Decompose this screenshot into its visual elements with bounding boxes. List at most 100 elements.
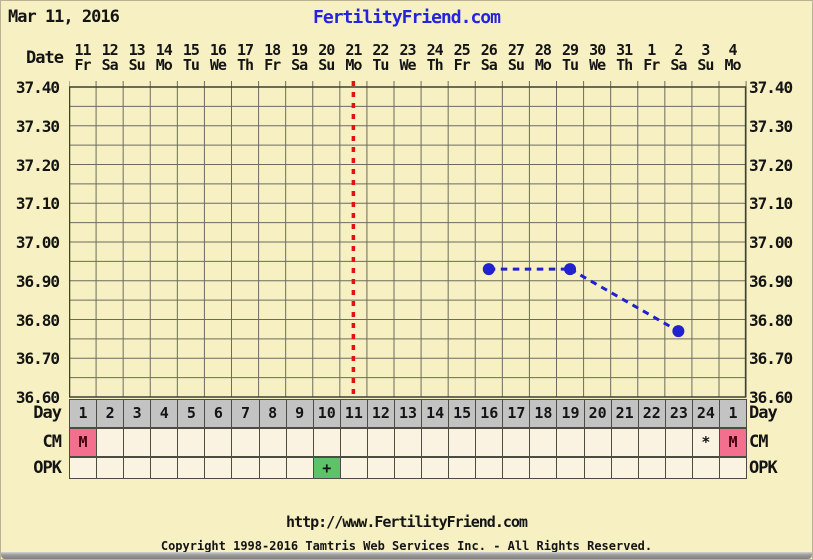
temp-point bbox=[482, 263, 495, 276]
temp-point bbox=[672, 325, 685, 338]
cm-cell bbox=[123, 428, 152, 457]
weekday-header-cell: Th bbox=[426, 56, 444, 74]
opk-cell bbox=[691, 457, 720, 479]
date-header-cell: 26 bbox=[480, 41, 498, 59]
opk-cell bbox=[69, 457, 98, 479]
date-header-cell: 14 bbox=[155, 41, 173, 59]
weekday-header-cell: Sa bbox=[670, 56, 687, 74]
day-number-cell: 14 bbox=[421, 399, 450, 428]
day-number-cell: 4 bbox=[150, 399, 179, 428]
opk-cell: + bbox=[312, 457, 341, 479]
opk-cell bbox=[150, 457, 179, 479]
date-header-cell: 1 bbox=[647, 41, 656, 59]
cm-cell: M bbox=[718, 428, 748, 457]
cm-cell bbox=[339, 428, 368, 457]
cm-cell bbox=[150, 428, 179, 457]
cm-label-left: CM bbox=[42, 432, 62, 452]
weekday-header-cell: Su bbox=[128, 56, 146, 74]
day-number-cell: 7 bbox=[231, 399, 260, 428]
cm-label-right: CM bbox=[749, 432, 769, 452]
temp-tick-label: 36.60 bbox=[749, 388, 793, 407]
weekday-header-cell: Mo bbox=[534, 56, 552, 74]
opk-cell bbox=[366, 457, 395, 479]
date-header-cell: 19 bbox=[291, 41, 308, 59]
weekday-header-cell: Th bbox=[616, 56, 633, 74]
temp-tick-label: 37.10 bbox=[15, 194, 60, 214]
date-header-cell: 2 bbox=[674, 41, 683, 59]
day-number-cell: 20 bbox=[583, 399, 612, 428]
opk-cell bbox=[556, 457, 585, 479]
weekday-header-cell: Su bbox=[318, 56, 335, 74]
date-header-cell: 4 bbox=[728, 41, 738, 59]
temp-tick-label: 36.90 bbox=[15, 271, 60, 291]
opk-label-right: OPK bbox=[749, 458, 778, 478]
day-number-cell: 22 bbox=[637, 399, 666, 428]
cm-cell: * bbox=[691, 428, 720, 457]
temp-point bbox=[564, 263, 577, 276]
opk-cell bbox=[258, 457, 287, 479]
temp-tick-label: 37.30 bbox=[749, 116, 793, 136]
fertilityfriend-link[interactable]: FertilityFriend.com bbox=[313, 7, 501, 28]
cm-cell bbox=[285, 428, 314, 457]
day-number-cell: 11 bbox=[339, 399, 368, 428]
temp-tick-label: 37.30 bbox=[15, 116, 60, 136]
footer-url-link[interactable]: http://www.FertilityFriend.com bbox=[286, 513, 528, 531]
temp-tick-label: 37.40 bbox=[15, 78, 60, 97]
date-header-cell: 20 bbox=[318, 41, 335, 59]
opk-cell bbox=[664, 457, 693, 479]
date-header-cell: 16 bbox=[209, 41, 227, 59]
date-header-cell: 17 bbox=[236, 41, 254, 59]
opk-cell bbox=[231, 457, 260, 479]
weekday-header-cell: Sa bbox=[101, 56, 119, 74]
cm-cell bbox=[393, 428, 423, 457]
weekday-header-cell: Mo bbox=[724, 56, 741, 74]
cm-cell bbox=[258, 428, 287, 457]
opk-cell bbox=[393, 457, 423, 479]
opk-cell bbox=[718, 457, 748, 479]
cm-cell bbox=[583, 428, 612, 457]
opk-cell bbox=[339, 457, 368, 479]
bottom-scrollbar[interactable] bbox=[1, 552, 812, 559]
cm-cell bbox=[231, 428, 260, 457]
day-number-label-left: Day bbox=[33, 403, 62, 423]
weekday-header-cell: Fr bbox=[74, 56, 92, 74]
cm-cell bbox=[475, 428, 504, 457]
day-number-cell: 16 bbox=[475, 399, 504, 428]
date-header-cell: 29 bbox=[561, 41, 579, 59]
temp-tick-label: 36.70 bbox=[749, 349, 793, 369]
opk-label-left: OPK bbox=[33, 458, 62, 478]
chart-start-date: Mar 11, 2016 bbox=[8, 7, 120, 27]
cm-cell bbox=[421, 428, 450, 457]
day-number-label-right: Day bbox=[749, 403, 778, 423]
day-number-cell: 15 bbox=[448, 399, 477, 428]
day-number-cell: 3 bbox=[123, 399, 152, 428]
date-header-cell: 18 bbox=[264, 41, 281, 59]
weekday-header-cell: Th bbox=[236, 56, 254, 74]
date-header-cell: 30 bbox=[589, 41, 606, 59]
cm-cell bbox=[610, 428, 639, 457]
date-header-cell: 25 bbox=[453, 41, 471, 59]
cm-cell bbox=[177, 428, 206, 457]
date-header-cell: 3 bbox=[701, 41, 710, 59]
date-header-cell: 28 bbox=[534, 41, 552, 59]
opk-cell bbox=[285, 457, 314, 479]
day-number-cell: 24 bbox=[691, 399, 720, 428]
cm-cell: M bbox=[69, 428, 98, 457]
temp-tick-label: 37.00 bbox=[749, 233, 793, 252]
cm-cell bbox=[448, 428, 477, 457]
weekday-header-cell: Fr bbox=[643, 56, 660, 74]
weekday-header-cell: We bbox=[399, 56, 416, 74]
day-number-cell: 17 bbox=[502, 399, 531, 428]
opk-cell bbox=[96, 457, 125, 479]
day-number-cell: 2 bbox=[96, 399, 125, 428]
day-number-cell: 9 bbox=[285, 399, 314, 428]
day-number-cell: 13 bbox=[393, 399, 423, 428]
date-axis-label: Date bbox=[26, 48, 64, 68]
temp-tick-label: 36.70 bbox=[15, 349, 60, 369]
weekday-header-cell: Tu bbox=[372, 56, 389, 74]
bbt-plot bbox=[69, 81, 747, 398]
weekday-header-cell: We bbox=[209, 56, 227, 74]
opk-cell bbox=[502, 457, 531, 479]
cm-cell bbox=[204, 428, 233, 457]
